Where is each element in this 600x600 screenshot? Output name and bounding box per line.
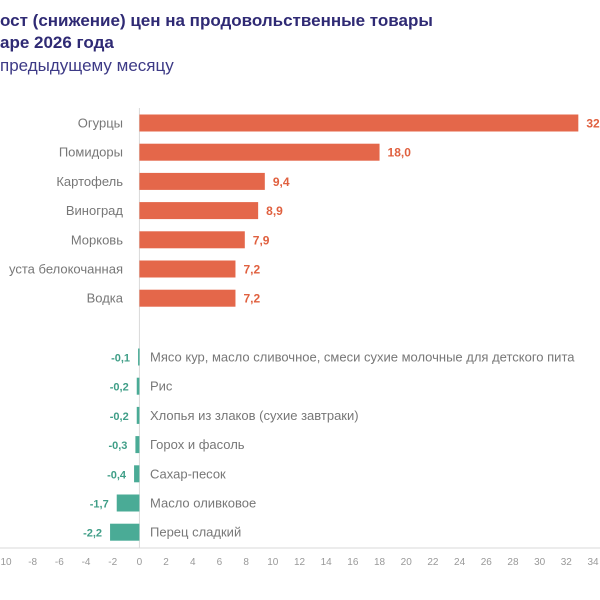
data-label: 8,9 [266, 204, 283, 218]
data-label: -0,2 [110, 411, 129, 423]
x-tick-label: 2 [163, 557, 169, 568]
bar-increase [139, 114, 579, 132]
category-label: Сахар-песок [150, 466, 226, 481]
bar-decrease [136, 406, 140, 424]
x-tick-label: 8 [243, 557, 249, 568]
x-tick-label: 6 [217, 557, 223, 568]
x-tick-label: 24 [454, 557, 466, 568]
x-tick-label: 18 [374, 557, 386, 568]
bar-decrease [136, 377, 140, 395]
category-label: Виноград [66, 203, 124, 218]
category-label: Горох и фасоль [150, 437, 245, 452]
data-label: 7,2 [243, 292, 260, 306]
category-label: Помидоры [59, 145, 123, 160]
bar-increase [139, 231, 245, 249]
bar-increase [139, 143, 380, 161]
category-label: Мясо кур, масло сливочное, смеси сухие м… [150, 350, 575, 365]
category-label: Хлопья из злаков (сухие завтраки) [150, 408, 359, 423]
x-tick-label: 30 [534, 557, 546, 568]
bar-decrease [138, 348, 140, 366]
x-tick-label: -8 [28, 557, 37, 568]
bar-increase [139, 202, 259, 220]
data-label: -1,7 [90, 499, 109, 511]
bar-decrease [134, 465, 140, 483]
data-label: -2,2 [83, 528, 102, 540]
x-tick-label: 14 [321, 557, 333, 568]
x-tick-label: 20 [401, 557, 413, 568]
bar-decrease [135, 436, 140, 454]
category-label: Огурцы [78, 116, 123, 131]
x-tick-label: -4 [82, 557, 91, 568]
bar-increase [139, 172, 265, 190]
category-label: Картофель [56, 174, 123, 189]
category-label: Морковь [71, 232, 123, 247]
x-tick-label: 34 [587, 557, 599, 568]
x-tick-label: 12 [294, 557, 306, 568]
data-label: -0,2 [110, 382, 129, 394]
data-label: 9,4 [273, 175, 290, 189]
chart-subtitle: предыдущему месяцу [0, 56, 174, 75]
category-label: Рис [150, 379, 173, 394]
x-tick-label: 10 [267, 557, 279, 568]
data-label: -0,3 [108, 440, 127, 452]
x-tick-label: 4 [190, 557, 196, 568]
category-label: Масло оливковое [150, 496, 256, 511]
x-tick-label: 10 [0, 557, 12, 568]
data-label: -0,4 [107, 469, 127, 481]
data-label: 7,2 [243, 263, 260, 277]
bar-decrease [116, 494, 140, 512]
x-tick-label: -6 [55, 557, 64, 568]
x-tick-label: 0 [137, 557, 143, 568]
x-tick-label: 26 [481, 557, 493, 568]
category-label: Водка [87, 291, 124, 306]
chart-title-line-2: аре 2026 года [0, 33, 114, 52]
bar-increase [139, 260, 236, 278]
data-label: -0,1 [111, 353, 130, 365]
bar-increase [139, 289, 236, 307]
data-label: 32 [586, 117, 600, 131]
category-label: Перец сладкий [150, 525, 241, 540]
data-label: 7,9 [253, 233, 270, 247]
data-label: 18,0 [388, 146, 412, 160]
x-tick-label: 16 [347, 557, 359, 568]
x-tick-label: -2 [108, 557, 117, 568]
bar-decrease [110, 523, 140, 541]
category-label: уста белокочанная [9, 262, 123, 277]
x-tick-label: 32 [561, 557, 573, 568]
x-tick-label: 28 [507, 557, 519, 568]
chart-title-line-1: ост (снижение) цен на продовольственные … [0, 11, 433, 30]
x-tick-label: 22 [427, 557, 439, 568]
